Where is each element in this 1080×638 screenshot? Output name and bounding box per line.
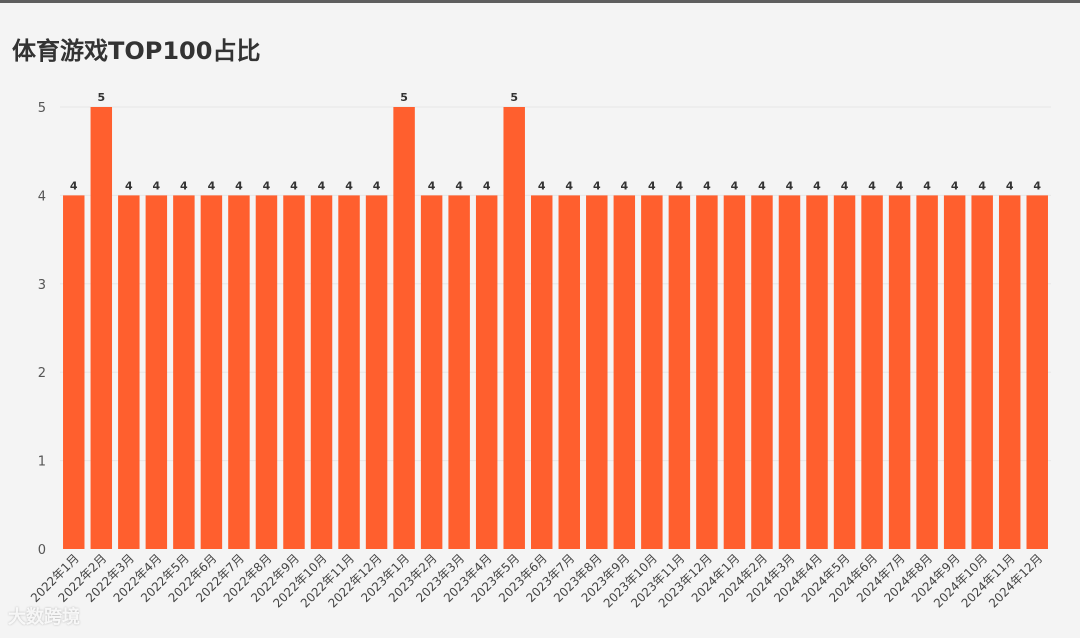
bar [228, 195, 250, 549]
y-tick-label: 0 [38, 543, 46, 558]
y-tick-label: 5 [38, 101, 46, 116]
bar [888, 195, 911, 549]
bar [145, 195, 168, 549]
y-tick-label: 3 [38, 278, 46, 293]
data-label: 4 [455, 179, 463, 192]
bar [668, 195, 691, 549]
data-label: 4 [483, 179, 491, 192]
data-label: 4 [70, 179, 78, 192]
data-label: 4 [923, 179, 931, 192]
data-label: 4 [841, 179, 849, 192]
bar [778, 195, 801, 549]
data-label: 4 [208, 179, 216, 192]
bar [998, 195, 1021, 549]
data-label: 4 [345, 179, 353, 192]
bar [118, 195, 140, 549]
bar [861, 195, 883, 549]
bar [503, 107, 525, 549]
bar [696, 195, 718, 549]
data-label: 4 [428, 179, 436, 192]
data-label: 4 [731, 179, 739, 192]
data-label: 4 [318, 179, 326, 192]
bar [338, 195, 360, 549]
watermark-logo: 大数跨境 [8, 607, 80, 628]
bar [173, 195, 195, 549]
bar-chart: 01234542022年1月52022年2月42022年3月42022年4月42… [28, 91, 1051, 610]
data-label: 5 [97, 91, 105, 104]
y-tick-label: 2 [38, 366, 46, 381]
bar [641, 195, 663, 549]
data-label: 4 [290, 179, 298, 192]
data-label: 5 [510, 91, 518, 104]
data-label: 4 [620, 179, 628, 192]
bar [971, 195, 993, 549]
data-label: 4 [1033, 179, 1041, 192]
bar [723, 195, 746, 549]
data-label: 5 [400, 91, 408, 104]
data-label: 4 [125, 179, 133, 192]
bar [1026, 195, 1048, 549]
data-label: 4 [758, 179, 766, 192]
bar [475, 195, 498, 549]
data-label: 4 [263, 179, 271, 192]
bar [448, 195, 470, 549]
bar [255, 195, 278, 549]
data-label: 4 [153, 179, 161, 192]
y-tick-label: 4 [38, 189, 46, 204]
data-label: 4 [373, 179, 381, 192]
bar [393, 107, 415, 549]
data-label: 4 [868, 179, 876, 192]
bar [558, 195, 580, 549]
bar [310, 195, 333, 549]
data-label: 4 [786, 179, 794, 192]
bar [63, 195, 85, 549]
data-label: 4 [593, 179, 601, 192]
bar [283, 195, 305, 549]
data-label: 4 [978, 179, 986, 192]
bar [531, 195, 553, 549]
data-label: 4 [180, 179, 188, 192]
data-label: 4 [648, 179, 656, 192]
bar [943, 195, 966, 549]
data-label: 4 [896, 179, 904, 192]
bar [806, 195, 828, 549]
data-label: 4 [1006, 179, 1014, 192]
data-label: 4 [676, 179, 684, 192]
chart-title: 体育游戏TOP100占比 [12, 37, 261, 65]
data-label: 4 [951, 179, 959, 192]
data-label: 4 [235, 179, 243, 192]
bar [751, 195, 773, 549]
bar [916, 195, 938, 549]
bar [586, 195, 608, 549]
data-label: 4 [565, 179, 573, 192]
data-label: 4 [538, 179, 546, 192]
y-tick-label: 1 [38, 455, 46, 470]
bar [613, 195, 636, 549]
bar [90, 107, 113, 549]
data-label: 4 [703, 179, 711, 192]
bar [365, 195, 388, 549]
bar [200, 195, 223, 549]
bar [420, 195, 443, 549]
data-label: 4 [813, 179, 821, 192]
bar [833, 195, 856, 549]
